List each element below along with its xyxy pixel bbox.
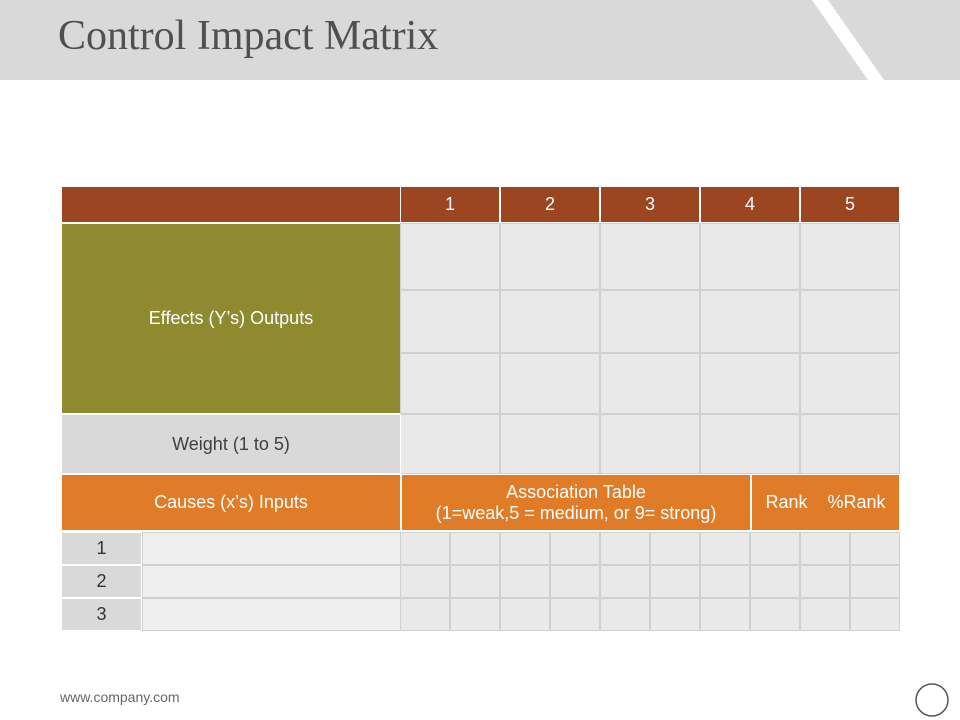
matrix-cell [400,223,500,290]
matrix-cell [500,290,600,353]
row-number: 3 [61,598,142,631]
matrix-cell [700,223,800,290]
matrix-cell [800,223,900,290]
column-header: 3 [600,186,700,223]
row-cell [700,532,750,565]
row-cell [650,532,700,565]
matrix-cell [600,414,700,474]
association-text: Association Table [506,481,646,502]
row-cell [450,565,500,598]
causes-label: Causes (x’s) Inputs [61,474,401,531]
row-cell [400,532,450,565]
rank-text: Rank [765,492,808,512]
row-number: 1 [61,532,142,565]
matrix-cell [600,353,700,414]
header-stripe [812,0,884,80]
association-text: (1=weak,5 = medium, or 9= strong) [435,502,717,523]
row-input [142,532,401,565]
rank-text: %Rank [827,492,886,512]
row-cell [550,565,600,598]
matrix-cell [500,414,600,474]
row-cell [750,532,800,565]
row-input [142,565,401,598]
matrix-cell [800,414,900,474]
row-cell [550,532,600,565]
row-cell [850,532,900,565]
row-cell [750,598,800,631]
header-blank [61,186,401,223]
title: Control Impact Matrix [58,13,439,59]
row-cell [550,598,600,631]
row-cell [400,565,450,598]
row-cell [800,598,850,631]
matrix-cell [700,353,800,414]
row-cell [400,598,450,631]
column-header: 2 [500,186,600,223]
row-cell [700,565,750,598]
row-number: 2 [61,565,142,598]
matrix-cell [600,223,700,290]
matrix-cell [400,414,500,474]
matrix-cell [800,290,900,353]
row-cell [600,532,650,565]
row-cell [700,598,750,631]
row-cell [800,532,850,565]
row-cell [650,565,700,598]
matrix-cell [800,353,900,414]
row-cell [800,565,850,598]
row-cell [850,565,900,598]
footer-url: www.company.com [60,689,180,705]
column-header: 4 [700,186,800,223]
row-cell [650,598,700,631]
column-header: 5 [800,186,900,223]
row-cell [500,532,550,565]
matrix-cell [400,290,500,353]
column-header: 1 [400,186,500,223]
row-cell [850,598,900,631]
row-cell [600,565,650,598]
row-cell [450,598,500,631]
row-cell [500,598,550,631]
matrix-cell [700,414,800,474]
association-header: Association Table (1=weak,5 = medium, or … [401,474,751,531]
row-input [142,598,401,631]
nav-circle [915,683,949,717]
row-cell [750,565,800,598]
matrix-cell [700,290,800,353]
matrix-cell [500,353,600,414]
rank-header: Rank %Rank [751,474,900,531]
weight-label: Weight (1 to 5) [61,414,401,474]
effects-label: Effects (Y’s) Outputs [61,223,401,414]
row-cell [500,565,550,598]
matrix-cell [500,223,600,290]
header-band [0,0,960,80]
row-cell [450,532,500,565]
matrix-cell [400,353,500,414]
row-cell [600,598,650,631]
matrix-cell [600,290,700,353]
